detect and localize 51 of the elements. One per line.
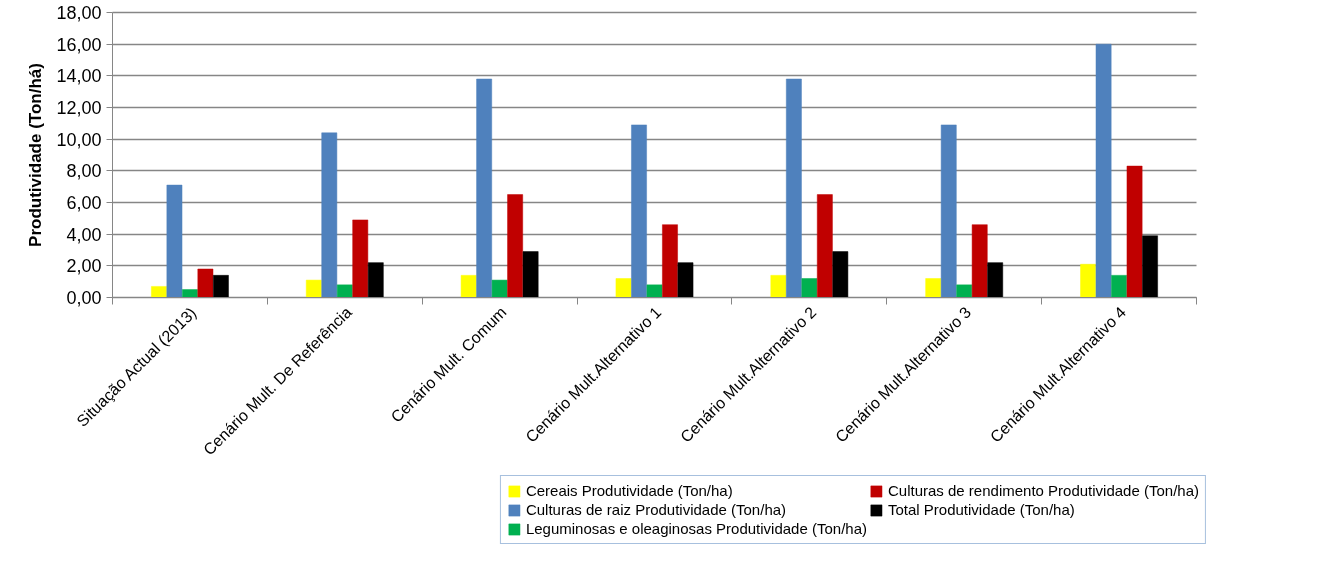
bar xyxy=(987,262,1004,298)
y-axis-title: Produtividade (Ton/há) xyxy=(26,63,46,247)
bar xyxy=(646,284,663,298)
bar xyxy=(615,278,632,298)
bar xyxy=(1080,264,1096,298)
y-tick-label: 10,00 xyxy=(56,129,102,150)
bar xyxy=(460,275,477,298)
y-tick-label: 2,00 xyxy=(66,256,102,277)
bar xyxy=(971,224,988,298)
y-tick-label: 8,00 xyxy=(66,161,102,182)
bar xyxy=(1095,43,1112,298)
legend-label: Culturas de rendimento Produtividade (Ton/ha) xyxy=(887,482,1199,499)
bar xyxy=(305,279,322,298)
bar xyxy=(956,284,973,298)
bar xyxy=(786,78,802,298)
bar xyxy=(182,289,198,298)
bar xyxy=(1126,165,1143,298)
bar xyxy=(336,284,353,298)
bar xyxy=(940,124,957,298)
y-tick-label: 18,00 xyxy=(56,3,102,23)
legend-label: Total Produtividade (Ton/ha) xyxy=(887,501,1075,518)
bar xyxy=(197,268,214,298)
bar xyxy=(662,224,678,298)
bar xyxy=(770,275,787,298)
y-tick-label: 6,00 xyxy=(66,193,102,213)
legend-label: Cereais Produtividade (Ton/ha) xyxy=(525,482,733,499)
legend-label: Leguminosas e oleaginosas Produtividade (Ton/ha) xyxy=(525,520,867,537)
bar xyxy=(832,251,849,298)
bar xyxy=(677,262,694,298)
bar xyxy=(1142,235,1158,298)
bar xyxy=(507,194,523,298)
bar xyxy=(367,262,384,298)
legend-label: Culturas de raiz Produtividade (Ton/ha) xyxy=(525,501,787,518)
y-tick-label: 12,00 xyxy=(56,98,102,118)
y-tick-label: 14,00 xyxy=(56,66,102,87)
bar xyxy=(321,132,338,298)
bar xyxy=(352,219,369,298)
y-tick-label: 4,00 xyxy=(66,224,102,245)
bar xyxy=(925,278,942,298)
bar xyxy=(151,286,167,298)
y-tick-label: 16,00 xyxy=(56,34,102,55)
bar xyxy=(213,275,229,298)
bar xyxy=(631,124,647,298)
y-tick-label: 0,00 xyxy=(66,288,102,308)
bar xyxy=(817,194,833,298)
bar xyxy=(522,251,539,298)
bar xyxy=(476,78,492,298)
bar xyxy=(1111,275,1127,298)
bar xyxy=(166,184,183,298)
bar xyxy=(801,278,818,298)
bar xyxy=(491,279,508,298)
